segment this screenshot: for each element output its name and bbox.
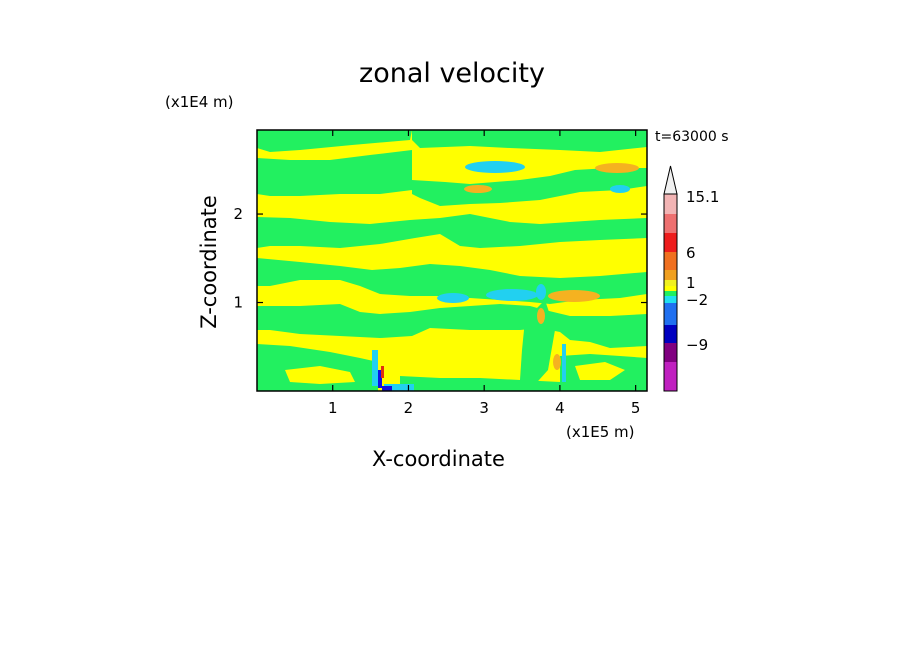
colorbar-label: 15.1	[686, 188, 719, 206]
strong-negative-pocket	[378, 370, 382, 388]
colorbar-label: −2	[686, 291, 708, 309]
field-band	[257, 258, 647, 304]
x-tick-label: 1	[328, 399, 338, 417]
negative-pocket	[384, 384, 414, 391]
colorbar-segment	[664, 303, 677, 325]
z-axis-unit: (x1E4 m)	[165, 93, 234, 111]
negative-pocket	[486, 289, 538, 301]
field-band	[520, 300, 555, 390]
colorbar-segment	[664, 280, 677, 286]
field-band	[412, 130, 647, 152]
colorbar-segment	[664, 296, 677, 303]
field-patch	[575, 362, 625, 380]
colorbar-label: 1	[686, 274, 696, 292]
y-tick-label: 1	[233, 294, 243, 312]
positive-pocket	[548, 290, 600, 302]
colorbar-segment	[664, 252, 677, 270]
strong-negative-pocket	[382, 386, 392, 391]
colorbar-label: −9	[686, 336, 708, 354]
colorbar-label: 6	[686, 244, 696, 262]
contour-field	[257, 130, 647, 391]
field-band	[257, 150, 412, 196]
colorbar-cap	[663, 165, 678, 195]
positive-pocket	[464, 185, 492, 193]
x-axis-unit: (x1E5 m)	[566, 423, 635, 441]
field-band	[412, 168, 647, 206]
field-band	[257, 130, 412, 152]
colorbar-segment	[664, 291, 677, 296]
negative-pocket	[372, 350, 378, 386]
chart-title: zonal velocity	[359, 58, 545, 89]
negative-pocket	[536, 284, 546, 300]
x-tick-label: 4	[555, 399, 565, 417]
field-patch	[285, 366, 355, 384]
x-axis-label: X-coordinate	[372, 447, 505, 471]
colorbar-segment	[664, 286, 677, 291]
field-band	[257, 214, 647, 248]
colorbar-segment	[664, 194, 677, 214]
colorbar-segment	[664, 362, 677, 391]
strong-positive-pocket	[381, 366, 384, 378]
x-tick-label: 5	[631, 399, 641, 417]
positive-pocket	[595, 163, 639, 173]
x-tick-label: 2	[404, 399, 414, 417]
plot-frame	[256, 129, 648, 392]
colorbar-segment	[664, 343, 677, 362]
colorbar-segment	[664, 270, 677, 280]
colorbar-segment	[664, 233, 677, 252]
time-label: t=63000 s	[655, 129, 729, 145]
colorbar: 15.1 6 1−2 −9	[663, 165, 719, 392]
y-tick-label: 2	[233, 205, 243, 223]
colorbar-frame	[663, 193, 678, 392]
positive-pocket	[537, 308, 545, 324]
x-tick-label: 3	[479, 399, 489, 417]
axes: 1 2 3 4 5 1 2	[233, 130, 647, 417]
negative-pocket	[562, 344, 566, 382]
negative-pocket	[465, 161, 525, 173]
negative-pocket	[610, 185, 630, 193]
colorbar-segment	[664, 325, 677, 343]
negative-pocket	[437, 293, 469, 303]
field-band	[400, 376, 560, 391]
positive-pocket	[553, 354, 561, 370]
colorbar-segment	[664, 214, 677, 233]
